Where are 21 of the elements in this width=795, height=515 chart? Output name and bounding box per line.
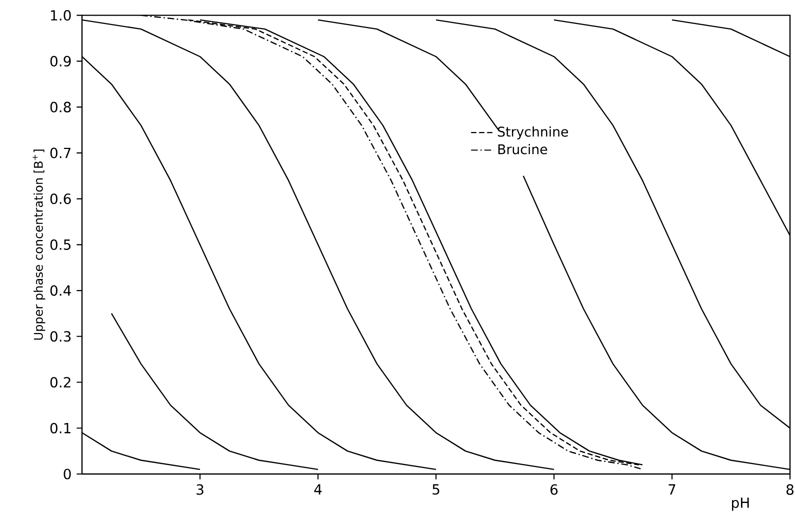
y-tick-label: 0.2 (50, 376, 70, 388)
x-tick-label: 3 (196, 484, 204, 495)
y-tick-label: 0.9 (50, 56, 71, 66)
y-tick-label: 0.5 (50, 239, 71, 250)
x-tick-label: 6 (550, 484, 558, 495)
y-tick-label: 0.3 (50, 331, 71, 342)
y-tick-label: 0 (64, 468, 71, 480)
x-axis-title: pH (732, 498, 749, 511)
x-tick-label: 5 (432, 484, 440, 495)
x-tick-label: 7 (668, 484, 676, 494)
y-tick-label: 0.6 (50, 194, 71, 204)
y-tick-label: 0.7 (50, 148, 71, 158)
y-tick-label: 1.0 (51, 10, 71, 21)
y-tick-label: 0.4 (50, 285, 71, 296)
x-tick-label: 4 (314, 484, 322, 494)
legend-label: Strychnine (498, 126, 568, 140)
y-tick-label: 0.8 (50, 102, 71, 112)
y-axis-title: Upper phase concentration [B$^{+}$] (32, 150, 46, 340)
legend-label: Brucine (498, 144, 548, 154)
y-tick-label: 0.1 (50, 422, 70, 434)
x-tick-label: 8 (786, 484, 794, 495)
